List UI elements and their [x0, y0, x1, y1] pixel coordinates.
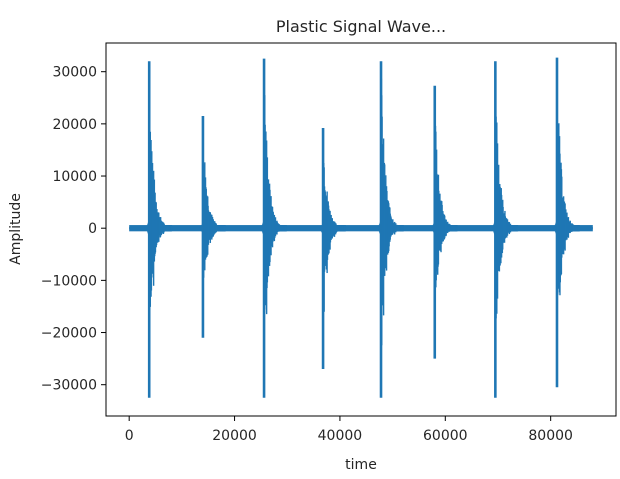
axes-frame [105, 42, 617, 417]
x-tick-label: 80000 [528, 428, 573, 444]
y-tick-label: −20000 [41, 326, 97, 342]
x-tick-label: 0 [125, 428, 134, 444]
x-tick-label: 40000 [318, 428, 363, 444]
y-axis: −30000 −20000 −10000 0 10000 20000 30000 [41, 65, 106, 394]
y-axis-label: Amplitude [8, 193, 24, 265]
y-tick-label: 20000 [52, 117, 97, 133]
signal-burst [553, 57, 580, 388]
axes-border [105, 42, 617, 417]
x-axis-label: time [345, 457, 377, 473]
signal-burst [492, 61, 519, 398]
signal-burst [319, 128, 346, 370]
signal-burst [431, 85, 458, 359]
signal-burst [377, 61, 404, 398]
signal-burst [146, 61, 173, 398]
signal-burst [199, 116, 226, 338]
chart-title: Plastic Signal Wave... [276, 17, 446, 36]
y-tick-label: 10000 [52, 169, 97, 185]
y-tick-label: 30000 [52, 65, 97, 81]
x-axis: 0 20000 40000 60000 80000 [125, 416, 573, 444]
y-tick-label: −30000 [41, 378, 97, 394]
y-tick-label: −10000 [41, 273, 97, 289]
plot-area [105, 42, 617, 417]
y-tick-label: 0 [88, 221, 97, 237]
signal-burst [260, 58, 287, 398]
x-tick-label: 20000 [212, 428, 257, 444]
signal-baseline-noise [129, 225, 593, 232]
x-tick-label: 60000 [423, 428, 468, 444]
